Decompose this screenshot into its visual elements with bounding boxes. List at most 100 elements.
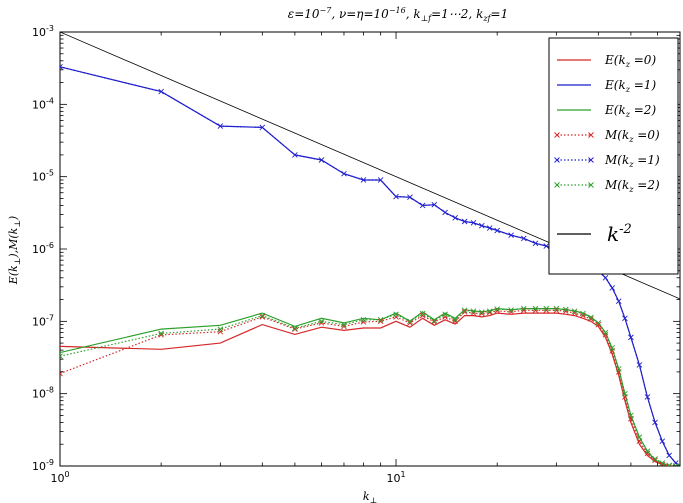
x-tick-label: 101 [386,470,405,485]
data-point [470,220,477,226]
data-point [486,309,493,316]
data-point [659,438,666,445]
legend-label: E(kz =0) [604,53,656,69]
data-point [259,312,266,319]
legend-marker [554,157,560,163]
data-point [659,460,666,466]
y-axis: 10-9 10-8 10-7 10-6 10-5 10-4 10-3 [32,24,680,473]
data-point [470,308,477,315]
data-point [636,362,643,368]
data-point [60,353,63,359]
data-point [666,452,673,459]
data-point [508,307,514,313]
legend-entry: k-2 [557,222,632,246]
data-point [543,305,550,312]
data-point [520,235,527,242]
data-point [659,461,666,466]
data-point [217,326,224,332]
data-point [580,312,586,319]
legend-label: M(kz =0) [604,128,660,144]
x-axis-label: k⊥ [363,490,377,503]
data-point [677,463,680,466]
data-point [360,319,367,325]
data-point [595,321,602,328]
data-point [461,218,468,225]
data-point [580,310,586,317]
series-m-kz-2- [60,305,680,466]
y-tick-label: 10-7 [32,313,54,328]
data-point [158,330,164,337]
data-point [486,308,493,315]
data-point [622,390,628,397]
data-point [609,345,616,351]
data-point [652,457,658,464]
data-point [452,316,459,323]
legend-marker [554,132,560,138]
svg-text:ε=10−7, ν=η=10−16, k⊥f: ε=10−7, ν=η=10−16, k⊥f=1⋯2, kzf=1 [288,6,508,23]
data-point [609,285,616,291]
data-point [543,243,550,249]
data-point [636,434,643,441]
data-point [486,225,493,231]
data-point [377,318,384,325]
data-point [217,328,224,335]
legend-marker [554,182,560,188]
data-point [292,325,298,332]
legend-entry: E(kz =1) [557,78,656,94]
data-point [341,170,347,177]
data-point [393,311,399,318]
data-point [259,124,266,131]
data-point [571,308,578,315]
series-e-kz-0- [60,312,680,466]
data-point [622,315,628,322]
data-point [644,450,651,457]
data-point [158,88,164,95]
data-point [318,318,325,325]
data-point [672,463,679,466]
legend-marker [588,157,594,163]
series-line [60,66,680,466]
data-point [644,394,651,400]
data-point [442,209,448,216]
data-point [360,177,367,183]
data-point [666,462,673,466]
legend-label: M(kz =2) [604,178,660,194]
title-nu-exp: −16 [389,6,406,15]
series-line [60,309,680,466]
data-point [562,308,569,315]
data-point [562,306,569,313]
data-point [452,318,459,325]
data-point [494,227,500,234]
legend-entry: E(kz =2) [557,103,656,119]
series-line [60,312,680,466]
legend-label: E(kz =1) [604,78,656,94]
data-point [442,311,448,318]
data-point [478,309,485,315]
legend-entry: M(kz =0) [554,128,660,144]
y-tick-label: 10-9 [32,458,54,473]
data-point [588,314,594,321]
data-point [442,314,448,320]
data-point [419,202,426,209]
data-point [461,307,468,314]
legend-marker [588,132,594,138]
data-point [602,329,609,336]
data-point [60,64,63,70]
y-axis-label: E(k⊥),M(k⊥) [7,216,22,285]
legend-label: k-2 [607,222,632,246]
data-point [520,307,527,314]
data-point [377,177,384,183]
data-point [407,194,413,201]
data-point [461,309,468,315]
series-line [60,307,680,466]
data-point [431,319,438,325]
data-point [615,366,622,372]
y-tick-label: 10-6 [32,241,54,256]
y-tick-label: 10-4 [32,96,54,111]
data-point [431,201,438,208]
data-point [595,320,602,326]
legend-entry: E(kz =0) [557,53,656,69]
data-point [520,305,527,312]
data-point [259,314,266,320]
data-point [292,326,298,332]
